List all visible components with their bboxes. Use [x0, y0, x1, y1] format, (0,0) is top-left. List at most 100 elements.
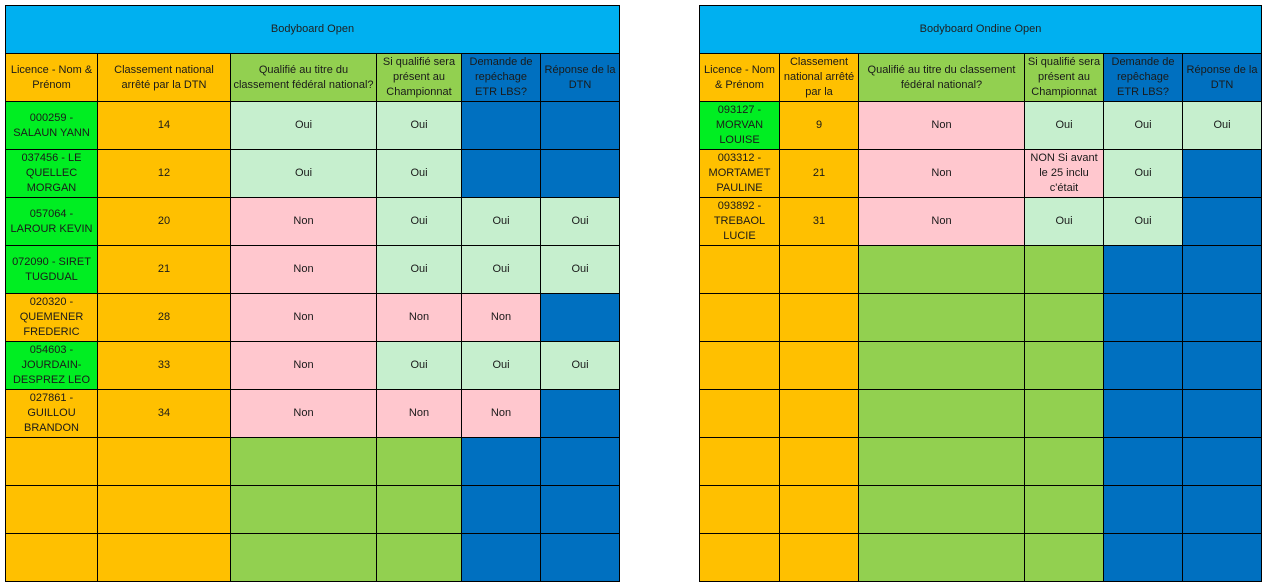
cell-rank[interactable]: 31 — [779, 197, 859, 246]
cell-empty[interactable] — [230, 533, 377, 582]
cell-rank[interactable]: 9 — [779, 101, 859, 150]
cell-empty[interactable] — [376, 533, 462, 582]
cell-present[interactable]: Oui — [376, 101, 462, 150]
cell-empty[interactable] — [699, 485, 780, 534]
cell-empty[interactable] — [461, 437, 541, 486]
cell-empty[interactable] — [779, 245, 859, 294]
cell-empty[interactable] — [5, 533, 98, 582]
cell-repechage[interactable]: Oui — [461, 245, 541, 294]
cell-empty[interactable] — [539, 533, 621, 582]
cell-qualified[interactable]: Non — [858, 197, 1025, 246]
cell-empty[interactable] — [1024, 389, 1104, 438]
cell-licence[interactable]: 093892 - TREBAOL LUCIE — [699, 197, 780, 246]
cell-present[interactable]: Oui — [376, 197, 462, 246]
cell-empty[interactable] — [1181, 245, 1263, 294]
cell-empty[interactable] — [376, 437, 462, 486]
cell-empty[interactable] — [858, 293, 1025, 342]
cell-licence[interactable]: 072090 - SIRET TUGDUAL — [5, 245, 98, 294]
cell-response[interactable] — [539, 101, 621, 150]
cell-licence[interactable]: 057064 - LAROUR KEVIN — [5, 197, 98, 246]
cell-qualified[interactable]: Non — [858, 149, 1025, 198]
cell-repechage[interactable]: Oui — [461, 197, 541, 246]
cell-qualified[interactable]: Non — [230, 245, 377, 294]
cell-empty[interactable] — [5, 485, 98, 534]
cell-qualified[interactable]: Non — [230, 293, 377, 342]
cell-qualified[interactable]: Non — [230, 389, 377, 438]
cell-empty[interactable] — [779, 437, 859, 486]
cell-empty[interactable] — [230, 437, 377, 486]
cell-empty[interactable] — [1103, 245, 1183, 294]
cell-qualified[interactable]: Non — [858, 101, 1025, 150]
cell-empty[interactable] — [1181, 533, 1263, 582]
cell-licence[interactable]: 027861 - GUILLOU BRANDON — [5, 389, 98, 438]
cell-empty[interactable] — [97, 437, 231, 486]
cell-qualified[interactable]: Oui — [230, 101, 377, 150]
cell-empty[interactable] — [539, 485, 621, 534]
cell-empty[interactable] — [461, 533, 541, 582]
cell-present[interactable]: Oui — [376, 245, 462, 294]
cell-empty[interactable] — [1181, 341, 1263, 390]
cell-present[interactable]: Oui — [376, 149, 462, 198]
cell-present[interactable]: Oui — [1024, 197, 1104, 246]
cell-empty[interactable] — [1181, 293, 1263, 342]
cell-repechage[interactable] — [461, 101, 541, 150]
cell-rank[interactable]: 28 — [97, 293, 231, 342]
cell-empty[interactable] — [699, 341, 780, 390]
cell-empty[interactable] — [779, 389, 859, 438]
cell-rank[interactable]: 20 — [97, 197, 231, 246]
cell-licence[interactable]: 054603 - JOURDAIN-DESPREZ LEO — [5, 341, 98, 390]
cell-response[interactable]: Oui — [1181, 101, 1263, 150]
cell-response[interactable] — [539, 149, 621, 198]
cell-licence[interactable]: 020320 - QUEMENER FREDERIC — [5, 293, 98, 342]
cell-empty[interactable] — [230, 485, 377, 534]
cell-rank[interactable]: 21 — [779, 149, 859, 198]
cell-empty[interactable] — [97, 533, 231, 582]
cell-response[interactable] — [539, 389, 621, 438]
cell-empty[interactable] — [858, 533, 1025, 582]
cell-empty[interactable] — [858, 485, 1025, 534]
cell-empty[interactable] — [699, 389, 780, 438]
cell-empty[interactable] — [858, 389, 1025, 438]
cell-response[interactable] — [1181, 149, 1263, 198]
cell-response[interactable]: Oui — [539, 245, 621, 294]
cell-present[interactable]: Oui — [376, 341, 462, 390]
cell-rank[interactable]: 34 — [97, 389, 231, 438]
cell-empty[interactable] — [1103, 341, 1183, 390]
cell-empty[interactable] — [1103, 437, 1183, 486]
cell-empty[interactable] — [1024, 437, 1104, 486]
cell-empty[interactable] — [779, 533, 859, 582]
cell-repechage[interactable]: Oui — [1103, 101, 1183, 150]
cell-empty[interactable] — [97, 485, 231, 534]
cell-licence[interactable]: 037456 - LE QUELLEC MORGAN — [5, 149, 98, 198]
cell-empty[interactable] — [779, 341, 859, 390]
cell-empty[interactable] — [5, 437, 98, 486]
cell-repechage[interactable]: Oui — [1103, 197, 1183, 246]
cell-empty[interactable] — [376, 485, 462, 534]
cell-empty[interactable] — [779, 485, 859, 534]
cell-empty[interactable] — [1024, 341, 1104, 390]
cell-empty[interactable] — [699, 437, 780, 486]
cell-empty[interactable] — [699, 293, 780, 342]
cell-empty[interactable] — [1181, 389, 1263, 438]
cell-empty[interactable] — [1103, 389, 1183, 438]
cell-present[interactable]: NON Si avant le 25 inclu c'était — [1024, 149, 1104, 198]
cell-empty[interactable] — [539, 437, 621, 486]
cell-repechage[interactable]: Oui — [1103, 149, 1183, 198]
cell-empty[interactable] — [1103, 293, 1183, 342]
cell-present[interactable]: Non — [376, 389, 462, 438]
cell-repechage[interactable] — [461, 149, 541, 198]
cell-repechage[interactable]: Non — [461, 389, 541, 438]
cell-empty[interactable] — [461, 485, 541, 534]
cell-qualified[interactable]: Non — [230, 341, 377, 390]
cell-empty[interactable] — [858, 437, 1025, 486]
cell-empty[interactable] — [699, 533, 780, 582]
cell-present[interactable]: Non — [376, 293, 462, 342]
cell-empty[interactable] — [1024, 293, 1104, 342]
cell-licence[interactable]: 093127 - MORVAN LOUISE — [699, 101, 780, 150]
cell-empty[interactable] — [779, 293, 859, 342]
cell-response[interactable]: Oui — [539, 197, 621, 246]
cell-rank[interactable]: 12 — [97, 149, 231, 198]
cell-response[interactable] — [539, 293, 621, 342]
cell-qualified[interactable]: Non — [230, 197, 377, 246]
cell-response[interactable]: Oui — [539, 341, 621, 390]
